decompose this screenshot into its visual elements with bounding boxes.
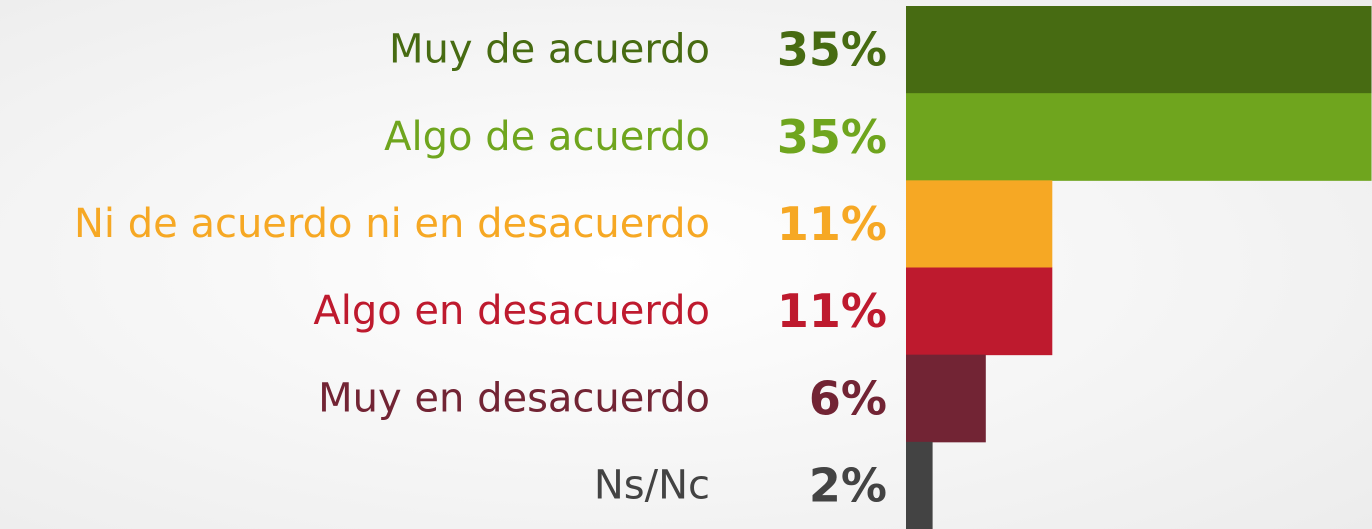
- category-label: Muy de acuerdo: [389, 27, 710, 73]
- bar: [906, 441, 933, 529]
- category-label: Ns/Nc: [594, 462, 710, 508]
- category-label: Ni de acuerdo ni en desacuerdo: [74, 201, 710, 247]
- category-label: Algo de acuerdo: [384, 114, 710, 160]
- bar: [906, 93, 1372, 181]
- bar: [906, 267, 1053, 356]
- category-label: Algo en desacuerdo: [313, 288, 710, 334]
- bar: [906, 6, 1372, 94]
- bar: [906, 354, 986, 443]
- value-label: 2%: [809, 458, 887, 512]
- category-label: Muy en desacuerdo: [318, 375, 710, 421]
- value-label: 35%: [777, 110, 887, 164]
- value-label: 6%: [809, 371, 887, 425]
- value-label: 11%: [777, 197, 887, 251]
- bar: [906, 180, 1053, 268]
- value-label: 35%: [777, 23, 887, 77]
- value-label: 11%: [777, 284, 887, 338]
